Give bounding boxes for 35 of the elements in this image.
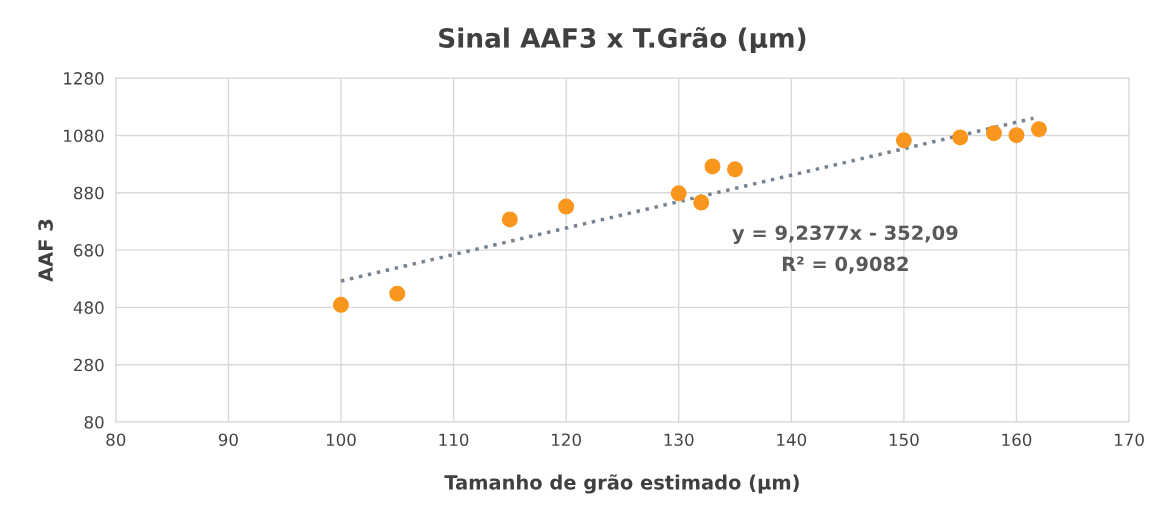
x-tick-label: 80 [106, 433, 126, 447]
y-tick-label: 1080 [64, 129, 104, 143]
y-tick-label: 680 [74, 244, 104, 257]
y-tick-label: 480 [73, 301, 104, 314]
point [985, 125, 1002, 142]
x-tick-label: 170 [1114, 433, 1144, 447]
y-axis-title: AAF 3 [38, 219, 53, 282]
x-tick-label: 130 [664, 433, 694, 447]
point [558, 198, 575, 215]
point [501, 211, 518, 228]
point [1008, 127, 1025, 144]
y-tick-label: 1280 [64, 72, 104, 85]
point [670, 185, 687, 202]
x-tick-label: 90 [218, 433, 238, 447]
x-tick-label: 120 [552, 433, 581, 447]
y-tick-label: 880 [74, 186, 104, 200]
point [895, 132, 912, 149]
x-tick-label: 140 [777, 433, 807, 447]
x-tick-label: 160 [1002, 433, 1032, 447]
point [727, 161, 743, 178]
point [389, 285, 406, 302]
x-tick-label: 100 [326, 433, 356, 447]
chart-title: Sinal AAF3 x T.Grão (µm) [439, 27, 806, 54]
y-tick-label: 280 [74, 358, 104, 372]
x-tick-label: 110 [439, 433, 469, 447]
point [332, 296, 349, 313]
point [693, 194, 710, 211]
y-tick-label: 80 [84, 415, 104, 429]
x-axis-title: Tamanho de grão estimado (µm) [444, 474, 799, 494]
point [952, 129, 969, 146]
annotation: y = 9,2377x - 352,09 [732, 225, 958, 245]
point [1031, 121, 1047, 138]
x-tick-label: 150 [889, 433, 919, 447]
point [704, 158, 721, 175]
annotation: R² = 0,9082 [782, 256, 908, 274]
